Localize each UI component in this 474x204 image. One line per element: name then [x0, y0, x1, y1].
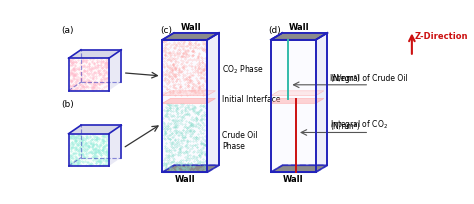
Polygon shape [162, 99, 215, 104]
Text: (N/nm²): (N/nm²) [330, 111, 360, 131]
Polygon shape [207, 34, 219, 172]
Polygon shape [271, 165, 328, 172]
Polygon shape [69, 134, 109, 166]
Polygon shape [109, 126, 121, 166]
Text: (b): (b) [62, 100, 74, 109]
Text: Crude Oil
Phase: Crude Oil Phase [222, 131, 258, 151]
Polygon shape [69, 51, 121, 59]
Polygon shape [162, 34, 219, 41]
Text: Wall: Wall [289, 23, 310, 32]
Text: (N/nm²): (N/nm²) [330, 64, 360, 83]
Polygon shape [69, 59, 109, 91]
Text: Integral of CO$_2$: Integral of CO$_2$ [330, 118, 389, 131]
Polygon shape [69, 126, 121, 134]
Polygon shape [271, 99, 324, 104]
Polygon shape [271, 41, 316, 172]
Polygon shape [162, 91, 215, 96]
Polygon shape [109, 51, 121, 91]
Text: Wall: Wall [283, 174, 304, 183]
Polygon shape [316, 34, 328, 172]
Text: (c): (c) [160, 26, 172, 35]
Polygon shape [271, 91, 324, 96]
Polygon shape [162, 165, 219, 172]
Text: Z-Direction: Z-Direction [414, 31, 468, 40]
Text: Wall: Wall [180, 23, 201, 32]
Text: Integral of Crude Oil: Integral of Crude Oil [330, 74, 408, 83]
Polygon shape [271, 34, 328, 41]
Text: (a): (a) [62, 26, 74, 35]
Polygon shape [162, 41, 207, 172]
Text: Wall: Wall [174, 174, 195, 183]
Text: Initial Interface: Initial Interface [222, 95, 281, 104]
Text: (d): (d) [268, 26, 281, 35]
Text: CO$_2$ Phase: CO$_2$ Phase [222, 63, 264, 76]
